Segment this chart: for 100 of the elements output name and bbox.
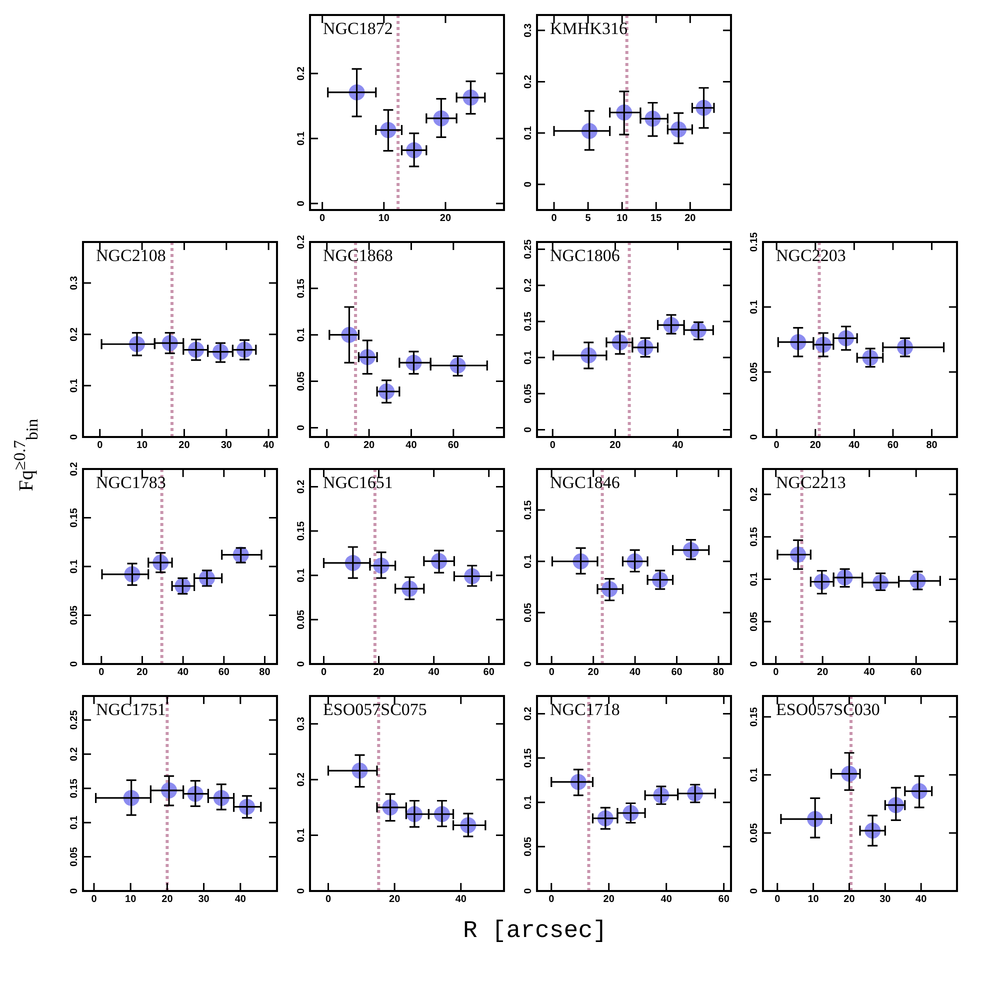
x-tick-label: 0 xyxy=(98,666,105,678)
x-tick-label: 40 xyxy=(234,894,246,905)
x-tick-label: 20 xyxy=(363,440,376,451)
x-tick-label: 10 xyxy=(808,894,820,905)
x-tick-label: 0 xyxy=(324,440,330,451)
y-tick-label: 0.05 xyxy=(68,846,80,867)
x-tick-label: 40 xyxy=(428,666,440,678)
x-tick-label: 0 xyxy=(548,666,555,678)
y-tick-label: 0.2 xyxy=(522,278,534,292)
x-tick-label: 40 xyxy=(660,894,672,905)
x-tick-label: 40 xyxy=(629,666,642,678)
y-tick-label: 0.15 xyxy=(748,232,760,252)
x-axis-title: R [arcsec] xyxy=(462,918,608,945)
y-tick-label: 0.1 xyxy=(68,815,80,830)
y-tick-label: 0.2 xyxy=(68,746,80,762)
x-tick-label: 20 xyxy=(684,212,696,224)
y-tick-label: 0.3 xyxy=(68,276,80,290)
y-tick-label: 0 xyxy=(748,888,760,894)
x-tick-label: 0 xyxy=(97,440,104,451)
y-tick-label: 0.15 xyxy=(68,508,80,528)
y-tick-label: 0.15 xyxy=(296,278,307,298)
chart-title: NGC1806 xyxy=(550,246,620,265)
x-tick-label: 5 xyxy=(585,212,592,224)
chart-title: NGC2213 xyxy=(776,472,846,492)
x-tick-label: 60 xyxy=(483,666,495,678)
y-tick-label: 0.15 xyxy=(748,526,760,547)
y-tick-label: 0 xyxy=(748,660,760,667)
x-tick-label: 0 xyxy=(774,440,780,451)
y-tick-label: 0.15 xyxy=(296,520,307,541)
y-tick-label: 0.1 xyxy=(68,378,80,393)
x-tick-label: 0 xyxy=(548,894,555,905)
y-tick-label: 0.2 xyxy=(296,66,307,80)
x-tick-label: 10 xyxy=(125,894,137,905)
y-tick-label: 0.15 xyxy=(522,311,534,332)
x-tick-label: 0 xyxy=(774,894,781,905)
x-tick-label: 20 xyxy=(810,440,822,451)
y-tick-label: 0.05 xyxy=(296,610,307,630)
y-tick-label: 0.1 xyxy=(296,131,307,146)
x-tick-label: 40 xyxy=(672,440,684,451)
x-tick-label: 40 xyxy=(848,440,860,451)
y-tick-label: 0.2 xyxy=(68,326,80,342)
x-tick-label: 60 xyxy=(910,666,922,678)
x-tick-label: 20 xyxy=(136,666,148,678)
y-tick-label: 0.2 xyxy=(296,234,307,249)
x-tick-label: 0 xyxy=(320,666,327,678)
y-tick-label: 0.2 xyxy=(522,706,534,721)
x-tick-label: 60 xyxy=(448,440,460,451)
x-tick-label: 60 xyxy=(218,666,230,678)
x-tick-label: 30 xyxy=(220,440,232,451)
y-tick-label: 0.1 xyxy=(748,768,760,782)
x-tick-label: 20 xyxy=(610,440,622,451)
y-tick-label: 0.1 xyxy=(296,828,307,842)
x-tick-label: 30 xyxy=(198,894,210,905)
y-tick-label: 0 xyxy=(522,660,534,667)
x-tick-label: 80 xyxy=(712,666,724,678)
chart-title: KMHK316 xyxy=(550,18,628,38)
y-tick-label: 0.1 xyxy=(68,559,80,574)
y-tick-label: 0.15 xyxy=(522,748,534,768)
y-tick-label: 0 xyxy=(522,888,534,894)
y-tick-label: 0.05 xyxy=(748,822,760,843)
x-tick-label: 40 xyxy=(455,894,467,905)
chart-title: NGC2108 xyxy=(96,246,166,265)
y-tick-label: 0.15 xyxy=(522,500,534,520)
chart-title: NGC1783 xyxy=(96,472,166,492)
y-tick-label: 0 xyxy=(296,200,307,206)
x-tick-label: 20 xyxy=(373,666,385,678)
y-tick-label: 0.05 xyxy=(748,362,760,382)
y-tick-label: 0.2 xyxy=(68,462,80,476)
y-tick-label: 0.25 xyxy=(68,710,80,730)
x-tick-label: 40 xyxy=(916,894,928,905)
x-tick-label: 10 xyxy=(616,212,628,224)
x-tick-label: 0 xyxy=(325,894,332,905)
x-tick-label: 80 xyxy=(926,440,938,451)
y-tick-label: 0 xyxy=(68,434,80,440)
x-tick-label: 30 xyxy=(880,894,892,905)
y-tick-label: 0.2 xyxy=(748,487,760,502)
x-tick-label: 40 xyxy=(263,440,275,451)
x-tick-label: 20 xyxy=(817,666,829,678)
x-tick-label: 0 xyxy=(550,440,556,451)
y-tick-label: 0.2 xyxy=(296,479,307,494)
x-tick-label: 60 xyxy=(887,440,899,451)
y-tick-label: 0.1 xyxy=(522,554,534,568)
chart-title: NGC1718 xyxy=(550,700,620,719)
x-tick-label: 20 xyxy=(178,440,190,451)
chart-title: NGC2203 xyxy=(776,246,846,265)
chart-title: NGC1868 xyxy=(323,246,393,265)
x-tick-label: 40 xyxy=(406,440,418,451)
y-tick-label: 0 xyxy=(296,888,307,894)
y-tick-label: 0.05 xyxy=(522,836,534,856)
y-tick-label: 0.05 xyxy=(522,602,534,622)
y-tick-label: 0 xyxy=(68,888,80,894)
y-tick-label: 0 xyxy=(296,424,307,430)
x-tick-label: 60 xyxy=(671,666,683,678)
x-tick-label: 0 xyxy=(91,894,98,905)
x-tick-label: 20 xyxy=(162,894,174,905)
x-tick-label: 80 xyxy=(259,666,271,678)
y-tick-label: 0.05 xyxy=(68,605,80,625)
y-tick-label: 0 xyxy=(68,660,80,667)
x-tick-label: 40 xyxy=(178,666,190,678)
x-tick-label: 15 xyxy=(650,212,662,224)
